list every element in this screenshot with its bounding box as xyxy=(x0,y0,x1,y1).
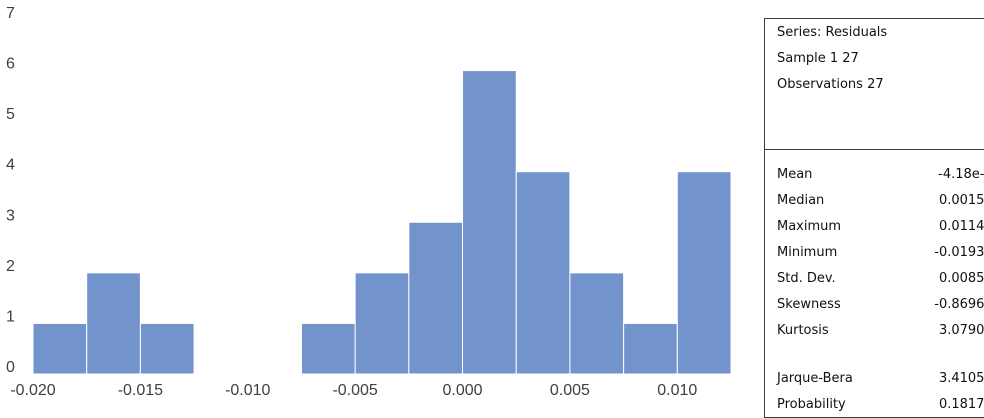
stat-label: Minimum xyxy=(777,245,838,260)
bars-group xyxy=(32,70,732,375)
stat-label: Skewness xyxy=(777,297,841,312)
histogram-bar xyxy=(32,322,88,375)
stat-row-skewness: Skewness -0.869680 xyxy=(777,297,984,315)
stat-value: 3.410571 xyxy=(938,371,984,386)
stat-label: Kurtosis xyxy=(777,323,829,338)
histogram-bar xyxy=(569,272,625,375)
stat-row-median: Median 0.001545 xyxy=(777,193,984,211)
histogram-chart: 0 1 2 3 4 5 6 7 -0.020 -0.015 -0.010 -0.005 0.000 0.… xyxy=(6,5,732,399)
sample-label: Sample 1 27 xyxy=(777,51,859,66)
stat-row-kurtosis: Kurtosis 3.079051 xyxy=(777,323,984,341)
stat-row-probability: Probability 0.181720 xyxy=(777,397,984,415)
x-tick-label: 0.010 xyxy=(657,382,697,399)
y-axis-ticks: 0 1 2 3 4 5 6 7 xyxy=(6,5,15,376)
histogram-bar xyxy=(354,272,410,375)
histogram-bar xyxy=(462,70,517,375)
stat-value: 0.181720 xyxy=(938,397,984,412)
stat-label: Median xyxy=(777,193,825,208)
histogram-bar xyxy=(86,272,141,375)
stat-label: Std. Dev. xyxy=(777,271,836,286)
stat-row-maximum: Maximum 0.011463 xyxy=(777,219,984,237)
histogram-bar xyxy=(408,221,464,375)
y-tick-label: 4 xyxy=(6,157,15,174)
x-tick-label: -0.015 xyxy=(118,382,163,399)
stat-row-std-dev: Std. Dev. 0.008516 xyxy=(777,271,984,289)
stat-label: Jarque-Bera xyxy=(777,371,853,386)
stat-value: 0.011463 xyxy=(938,219,984,234)
y-tick-label: 0 xyxy=(6,359,15,376)
stats-divider xyxy=(765,149,984,150)
histogram-bar xyxy=(300,322,356,375)
x-tick-label: -0.020 xyxy=(10,382,55,399)
stat-value: -0.869680 xyxy=(934,297,984,312)
stat-row-mean: Mean -4.18e-19 xyxy=(777,167,984,185)
stat-label: Mean xyxy=(777,167,813,182)
y-tick-label: 6 xyxy=(6,56,15,73)
stat-row-minimum: Minimum -0.019375 xyxy=(777,245,984,263)
stat-label: Maximum xyxy=(777,219,842,234)
y-tick-label: 7 xyxy=(6,5,15,22)
x-tick-label: 0.000 xyxy=(443,382,483,399)
histogram-bar xyxy=(623,322,678,375)
stat-value: 3.079051 xyxy=(938,323,984,338)
histogram-bar xyxy=(515,171,571,375)
stat-value: 0.008516 xyxy=(938,271,984,286)
stat-value: -4.18e-19 xyxy=(938,167,984,182)
series-label: Series: Residuals xyxy=(777,25,888,40)
stat-row-jarque-bera: Jarque-Bera 3.410571 xyxy=(777,371,984,389)
statistics-panel: Series: Residuals Sample 1 27 Observatio… xyxy=(764,18,984,418)
x-axis-ticks: -0.020 -0.015 -0.010 -0.005 0.000 0.005 0.010 xyxy=(10,382,697,399)
y-tick-label: 3 xyxy=(6,207,15,224)
stat-label: Probability xyxy=(777,397,846,412)
y-tick-label: 5 xyxy=(6,106,15,123)
x-tick-label: -0.010 xyxy=(225,382,270,399)
stat-value: 0.001545 xyxy=(938,193,984,208)
y-tick-label: 2 xyxy=(6,258,15,275)
histogram-bar xyxy=(139,322,195,375)
stat-value: -0.019375 xyxy=(934,245,984,260)
histogram-bar xyxy=(676,171,732,375)
observations-label: Observations 27 xyxy=(777,77,884,92)
x-tick-label: 0.005 xyxy=(550,382,590,399)
y-tick-label: 1 xyxy=(6,308,15,325)
x-tick-label: -0.005 xyxy=(332,382,377,399)
